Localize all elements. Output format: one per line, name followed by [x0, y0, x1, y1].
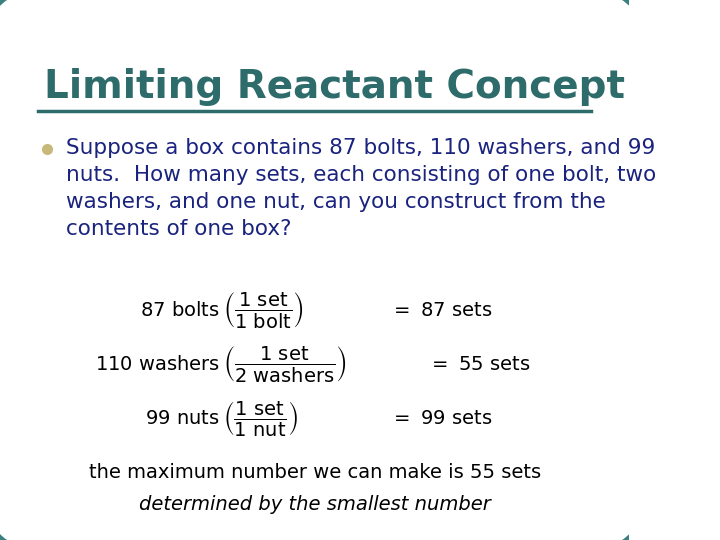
Text: $110\ \mathrm{washers}$: $110\ \mathrm{washers}$ — [95, 355, 220, 374]
Text: $=\ 99\ \mathrm{sets}$: $=\ 99\ \mathrm{sets}$ — [390, 409, 492, 428]
Text: $87\ \mathrm{bolts}$: $87\ \mathrm{bolts}$ — [140, 301, 220, 320]
Text: $=\ 55\ \mathrm{sets}$: $=\ 55\ \mathrm{sets}$ — [428, 355, 530, 374]
Text: the maximum number we can make is 55 sets: the maximum number we can make is 55 set… — [89, 463, 541, 482]
Text: determined by the smallest number: determined by the smallest number — [139, 495, 490, 515]
FancyBboxPatch shape — [0, 0, 639, 540]
Text: $=\ 87\ \mathrm{sets}$: $=\ 87\ \mathrm{sets}$ — [390, 301, 492, 320]
Text: $\left(\dfrac{1\ \mathrm{set}}{1\ \mathrm{nut}}\right)$: $\left(\dfrac{1\ \mathrm{set}}{1\ \mathr… — [223, 399, 299, 438]
Text: $99\ \mathrm{nuts}$: $99\ \mathrm{nuts}$ — [145, 409, 220, 428]
Text: Limiting Reactant Concept: Limiting Reactant Concept — [44, 68, 625, 105]
Text: $\left(\dfrac{1\ \mathrm{set}}{1\ \mathrm{bolt}}\right)$: $\left(\dfrac{1\ \mathrm{set}}{1\ \mathr… — [223, 291, 304, 330]
Text: $\left(\dfrac{1\ \mathrm{set}}{2\ \mathrm{washers}}\right)$: $\left(\dfrac{1\ \mathrm{set}}{2\ \mathr… — [223, 345, 347, 384]
Text: Suppose a box contains 87 bolts, 110 washers, and 99
nuts.  How many sets, each : Suppose a box contains 87 bolts, 110 was… — [66, 138, 657, 239]
